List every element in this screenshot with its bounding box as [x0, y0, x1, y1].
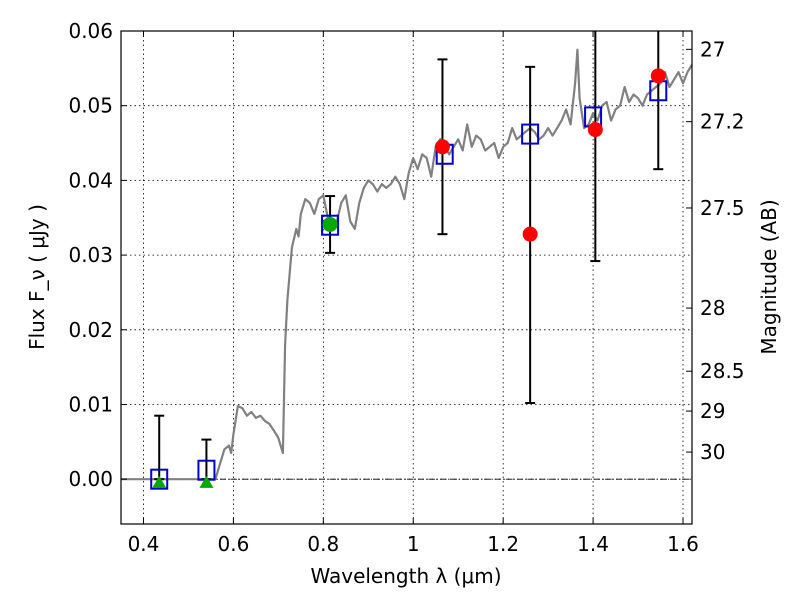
magnitude-tick-label: 28 — [700, 296, 725, 320]
magnitude-tick-labels: 27 27.2 27.5 28 28.5 29 30 — [700, 37, 745, 464]
detection-marker — [587, 122, 603, 138]
y-axis-title: Flux F_ν ( μJy ) — [25, 204, 49, 350]
detection-marker — [650, 68, 666, 84]
y-tick-label: 0.03 — [68, 243, 113, 267]
x-tick-label: 1.4 — [577, 532, 609, 556]
x-tick-label: 1.2 — [487, 532, 519, 556]
y-tick-label: 0.01 — [68, 392, 113, 416]
magnitude-tick-label: 27.5 — [700, 196, 745, 220]
y-tick-label: 0.00 — [68, 467, 113, 491]
magnitude-tick-label: 30 — [700, 440, 725, 464]
model-spectrum — [121, 48, 692, 481]
y-tick-label: 0.02 — [68, 318, 113, 342]
data-markers — [150, 68, 668, 490]
x-tick-label: 0.6 — [217, 532, 249, 556]
magnitude-tick-label: 29 — [700, 399, 725, 423]
optical-triangle-marker — [199, 475, 214, 488]
model-band-marker — [150, 468, 169, 490]
y-tick-labels: 0.00 0.01 0.02 0.03 0.04 0.05 0.06 — [68, 19, 113, 491]
y-tick-label: 0.04 — [68, 168, 113, 192]
x-tick-label: 0.4 — [128, 532, 160, 556]
optical-circle-marker — [322, 216, 338, 232]
axis-ticks — [121, 30, 692, 524]
spectrum-line — [121, 48, 692, 481]
y-tick-label: 0.05 — [68, 94, 113, 118]
x-tick-labels: 0.4 0.6 0.8 1 1.2 1.4 1.6 — [128, 532, 699, 556]
y-tick-label: 0.06 — [68, 19, 113, 43]
errorbars — [154, 31, 664, 481]
model-band-marker — [521, 123, 540, 145]
x-tick-label: 1 — [407, 532, 420, 556]
x-axis-title: Wavelength λ (μm) — [310, 564, 501, 588]
detection-marker — [522, 226, 538, 242]
magnitude-tick-label: 27.2 — [700, 110, 745, 134]
detection-marker — [434, 139, 450, 155]
x-tick-label: 1.6 — [667, 532, 699, 556]
plot-frame — [120, 30, 693, 525]
x-tick-label: 0.8 — [307, 532, 339, 556]
magnitude-tick-label: 27 — [700, 37, 725, 61]
right-axis-title: Magnitude (AB) — [757, 199, 781, 354]
optical-triangle-marker — [152, 475, 167, 488]
magnitude-tick-label: 28.5 — [700, 359, 745, 383]
model-band-marker — [321, 214, 340, 236]
